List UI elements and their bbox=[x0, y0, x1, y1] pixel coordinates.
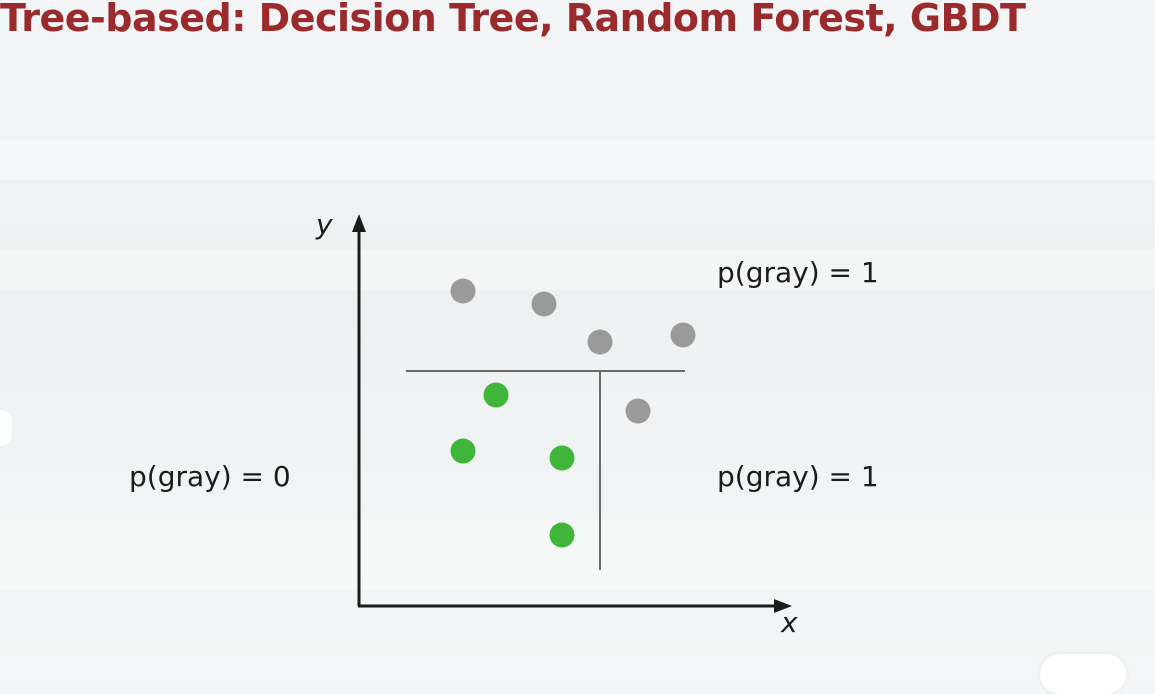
green-point bbox=[549, 445, 575, 471]
y-axis-label: y bbox=[316, 208, 333, 241]
slide-title: Tree-based: Decision Tree, Random Forest… bbox=[0, 0, 1026, 40]
gray-point bbox=[531, 291, 557, 317]
green-point bbox=[450, 438, 476, 464]
edge-handle bbox=[0, 410, 12, 446]
region-label-top-right: p(gray) = 1 bbox=[717, 256, 879, 289]
gray-point bbox=[670, 322, 696, 348]
tv-logo-icon bbox=[1040, 654, 1126, 694]
scatter-diagram bbox=[352, 214, 792, 613]
x-axis-label: x bbox=[781, 606, 798, 639]
gray-point bbox=[625, 398, 651, 424]
y-axis-arrow bbox=[352, 214, 366, 232]
region-label-bottom-right: p(gray) = 1 bbox=[717, 460, 879, 493]
x-axis-arrow bbox=[774, 599, 792, 613]
data-points bbox=[450, 278, 696, 548]
region-label-left: p(gray) = 0 bbox=[129, 460, 291, 493]
gray-point bbox=[450, 278, 476, 304]
gray-point bbox=[587, 329, 613, 355]
background-band bbox=[0, 250, 1155, 290]
background-band bbox=[0, 520, 1155, 590]
green-point bbox=[483, 382, 509, 408]
green-point bbox=[549, 522, 575, 548]
background-band bbox=[0, 140, 1155, 180]
